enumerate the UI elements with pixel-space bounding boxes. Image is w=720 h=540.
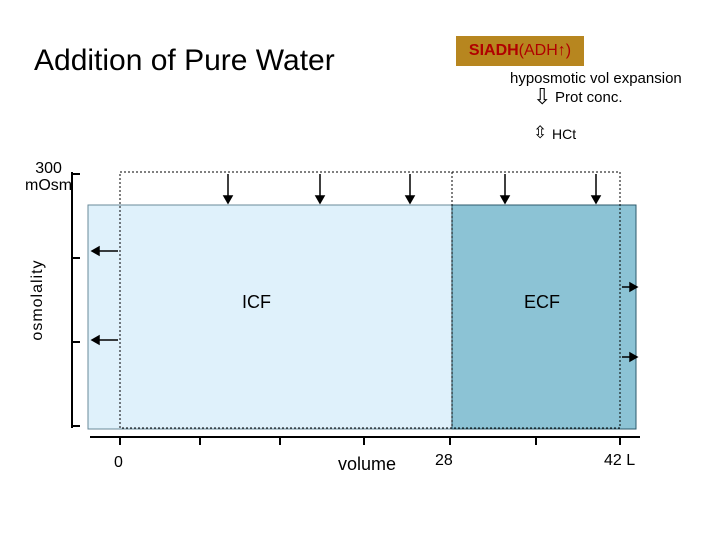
up-down-arrow-icon: ⇳ — [533, 123, 548, 142]
x-tick-label-28: 28 — [435, 452, 453, 469]
icf-region — [87, 204, 453, 430]
left-arrow-head — [90, 245, 100, 257]
y-top-value: 300 mOsm — [25, 160, 73, 194]
ecf-label: ECF — [524, 292, 560, 312]
expanded-outline — [119, 171, 621, 429]
left-arrow-head — [90, 334, 100, 346]
slide-title: Addition of Pure Water — [34, 44, 335, 77]
down-arrow-head — [314, 195, 326, 205]
right-arrow-head — [629, 281, 639, 293]
icf-label: ICF — [242, 292, 271, 312]
badge-rest-text: (ADH↑) — [518, 42, 572, 59]
badge-bold-text: SIADH — [468, 42, 519, 59]
down-arrow-head — [404, 195, 416, 205]
down-arrow-icon: ⇩ — [533, 84, 552, 109]
x-tick-label-0: 0 — [114, 454, 123, 471]
ecf-region — [451, 204, 637, 430]
x-axis-label: volume — [338, 454, 397, 474]
y-axis-label: osmolality — [29, 259, 46, 341]
down-arrow-head — [499, 195, 511, 205]
x-tick-label-42: 42 L — [604, 452, 636, 469]
right-arrow-head — [629, 351, 639, 363]
down-arrow-head — [590, 195, 602, 205]
note-line-2: Prot conc. — [555, 89, 623, 106]
siadh-badge: SIADH (ADH↑) — [456, 36, 584, 66]
down-arrow-head — [222, 195, 234, 205]
note-line-3: HCt — [552, 126, 577, 142]
note-line-1: hyposmotic vol expansion — [510, 70, 682, 87]
